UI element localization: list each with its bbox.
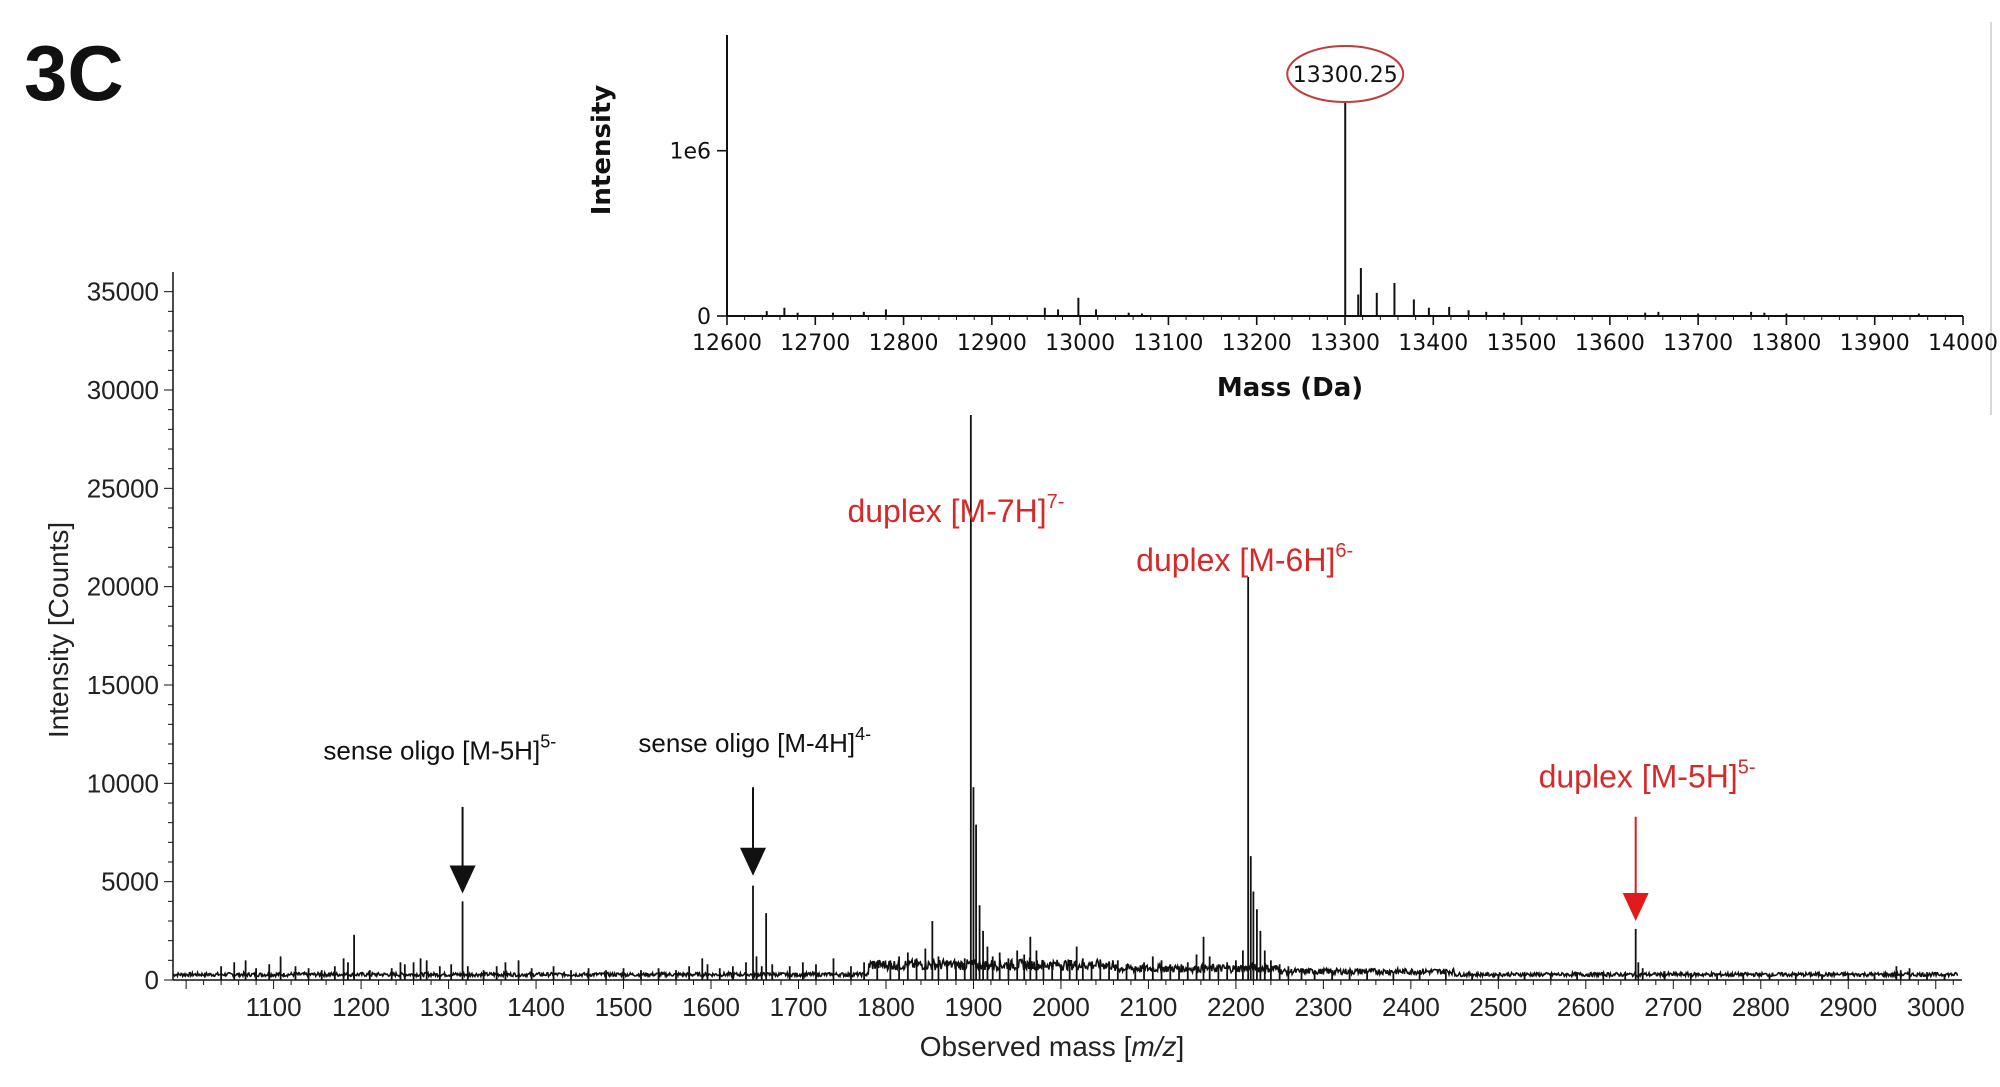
main-y-tick-label: 20000 (87, 572, 159, 602)
main-y-tick-label: 5000 (101, 867, 159, 897)
main-y-tick-label: 15000 (87, 670, 159, 700)
annotation-text: duplex [M-6H] (1136, 542, 1335, 578)
main-x-tick-label: 2300 (1294, 992, 1352, 1022)
main-x-tick-label: 1600 (682, 992, 740, 1022)
inset-x-tick-label: 12900 (957, 331, 1027, 356)
inset-x-tick-label: 13200 (1222, 331, 1292, 356)
main-x-tick-label: 2700 (1644, 992, 1702, 1022)
inset-highlight: 13300.25 (1286, 45, 1405, 103)
inset-y-tick-label: 1e6 (669, 140, 711, 165)
annotation-superscript: 5- (1738, 756, 1756, 778)
main-x-tick-label: 2100 (1119, 992, 1177, 1022)
main-x-tick-label: 1200 (332, 992, 390, 1022)
main-y-tick-label: 10000 (87, 768, 159, 798)
inset-x-tick-label: 13700 (1663, 331, 1733, 356)
inset-mass-chart: 12600 12700 12800 12900 13000 13100 13200 13300… (587, 20, 1998, 415)
annotation-superscript: 7- (1047, 491, 1065, 513)
main-x-tick-label: 3000 (1907, 992, 1965, 1022)
main-x-axis-title-close: ] (1176, 1031, 1184, 1062)
main-y-axis-title: Intensity [Counts] (43, 522, 74, 738)
main-x-tick-label: 2900 (1819, 992, 1877, 1022)
peak-annotation: duplex [M-5H]5- (1539, 756, 1756, 794)
main-x-tick-label: 1300 (420, 992, 478, 1022)
annotation-superscript: 6- (1335, 540, 1353, 562)
main-x-tick-label: 2200 (1207, 992, 1265, 1022)
main-y-tick-label: 25000 (87, 473, 159, 503)
annotation-superscript: 4- (855, 724, 871, 744)
main-x-axis-title-unit: m/z (1131, 1031, 1176, 1062)
peak-annotation: duplex [M-6H]6- (1136, 540, 1353, 578)
inset-x-tick-label: 13500 (1487, 331, 1557, 356)
annotation-arrow-head (740, 847, 767, 876)
highlight-mass-label: 13300.25 (1293, 63, 1398, 88)
annotation-text: sense oligo [M-4H] (638, 728, 855, 758)
spectrum-trace (172, 956, 1959, 980)
main-y-tick-label: 30000 (87, 375, 159, 405)
inset-y-axis-title: Intensity (587, 85, 617, 216)
main-x-tick-label: 1500 (595, 992, 653, 1022)
annotation-arrow-head (449, 865, 476, 894)
peak-annotation: sense oligo [M-4H]4- (638, 724, 871, 758)
main-y-tick-label: 35000 (87, 277, 159, 307)
inset-x-tick-label: 12700 (780, 331, 850, 356)
main-peaks (220, 409, 1946, 980)
main-x-tick-label: 1700 (770, 992, 828, 1022)
peak-annotation: duplex [M-7H]7- (847, 491, 1064, 529)
annotation-arrow-head (1622, 893, 1649, 921)
inset-x-tick-label: 13900 (1840, 331, 1910, 356)
peak-annotation: sense oligo [M-5H]5- (323, 732, 556, 766)
main-x-tick-label: 2000 (1032, 992, 1090, 1022)
inset-background (690, 20, 1990, 415)
inset-x-tick-label: 12600 (692, 331, 762, 356)
inset-x-tick-label: 14000 (1928, 331, 1998, 356)
main-x-axis-title: Observed mass [m/z] (920, 1031, 1185, 1062)
inset-x-tick-label: 13000 (1045, 331, 1115, 356)
inset-x-tick-label: 13400 (1398, 331, 1468, 356)
inset-x-tick-label: 13600 (1575, 331, 1645, 356)
annotation-text: sense oligo [M-5H] (323, 736, 540, 766)
inset-x-tick-label: 13800 (1751, 331, 1821, 356)
main-annotations: sense oligo [M-5H]5- sense oligo [M-4H]4-… (323, 491, 1756, 921)
inset-sticks (765, 101, 1920, 316)
main-x-tick-label: 1100 (246, 992, 302, 1022)
inset-y-tick-label: 0 (697, 305, 711, 330)
inset-x-axis-title: Mass (Da) (1217, 373, 1363, 403)
panel-label: 3C (24, 29, 124, 117)
main-ticks: 1100 1200 1300 1400 1500 1600 1700 1800 1900 2000… (87, 277, 1965, 1022)
main-x-tick-label: 2800 (1732, 992, 1790, 1022)
annotation-superscript: 5- (540, 732, 556, 752)
inset-x-tick-label: 13300 (1310, 331, 1380, 356)
main-y-tick-label: 0 (145, 965, 159, 995)
inset-x-tick-label: 13100 (1133, 331, 1203, 356)
main-spectrum-chart: 1100 1200 1300 1400 1500 1600 1700 1800 1900 2000… (43, 272, 1965, 1062)
main-x-axis-title-text: Observed mass [ (920, 1031, 1132, 1062)
highlight-ellipse (1286, 45, 1405, 103)
annotation-text: duplex [M-5H] (1539, 758, 1738, 794)
main-x-tick-label: 2600 (1557, 992, 1615, 1022)
inset-ticks: 12600 12700 12800 12900 13000 13100 13200 13300… (669, 140, 1998, 356)
main-x-tick-label: 1400 (507, 992, 565, 1022)
inset-x-tick-label: 12800 (869, 331, 939, 356)
main-x-tick-label: 2500 (1469, 992, 1527, 1022)
main-x-tick-label: 1900 (945, 992, 1003, 1022)
annotation-text: duplex [M-7H] (847, 493, 1046, 529)
main-x-tick-label: 1800 (857, 992, 915, 1022)
main-x-tick-label: 2400 (1382, 992, 1440, 1022)
